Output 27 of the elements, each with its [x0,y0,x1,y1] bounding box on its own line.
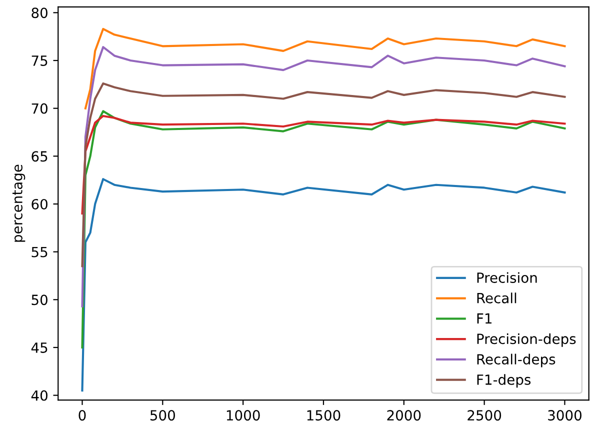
x-tick-label: 1000 [226,410,260,421]
legend-label: Recall [477,292,516,304]
y-tick-label: 70 [32,103,48,114]
line-series [81,46,566,308]
y-tick-label: 45 [31,342,48,353]
line-series [84,28,566,110]
y-tick-label: 50 [32,294,48,306]
x-tick-label: 3000 [548,410,582,421]
y-tick-label: 40 [31,390,48,401]
x-tick-label: 0 [78,410,86,421]
x-tick-label: 500 [150,410,175,421]
x-tick-label: 2500 [468,410,502,421]
legend-label: F1 [477,313,492,324]
y-tick-label: 65 [32,151,48,162]
y-axis-title: percentage [12,164,26,242]
legend-label: Precision-deps [477,333,576,347]
x-tick-label: 2000 [387,410,421,421]
y-tick-label: 80 [32,8,48,18]
x-tick-label: 1500 [307,410,340,421]
line-series [81,82,566,268]
legend-label: F1-deps [477,374,531,388]
y-tick-label: 55 [32,246,48,258]
line-series [81,114,566,215]
y-tick-label: 75 [32,56,48,66]
legend-label: Recall-deps [477,354,556,368]
legend-label: Precision [477,272,537,283]
y-tick-label: 60 [32,198,48,210]
